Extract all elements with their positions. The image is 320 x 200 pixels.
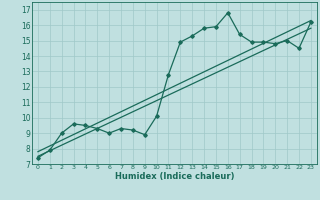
X-axis label: Humidex (Indice chaleur): Humidex (Indice chaleur)	[115, 172, 234, 181]
